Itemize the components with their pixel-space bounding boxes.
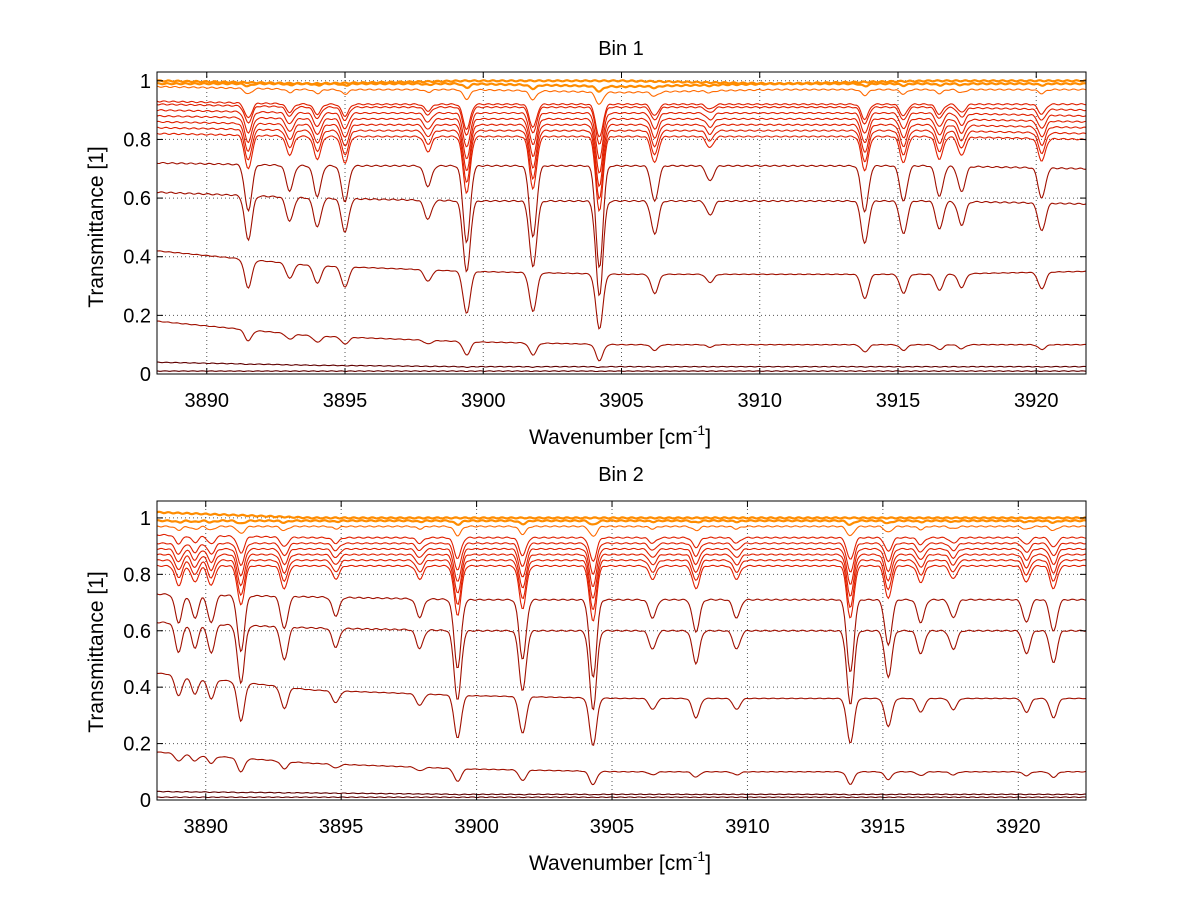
- series-line: [156, 250, 1087, 330]
- x-axis-ticks: 3890 3895 3900 3905 3910 3915 3920: [184, 501, 1041, 838]
- y-tick-label: 1: [140, 508, 151, 530]
- series-line: [156, 161, 1087, 269]
- series-line: [156, 559, 1087, 610]
- y-tick-label: 0.2: [123, 305, 151, 327]
- chart-title: Bin 2: [598, 464, 644, 486]
- plot-frame: [156, 500, 1087, 801]
- y-tick-label: 0.4: [123, 247, 151, 269]
- y-tick-label: 0: [140, 790, 151, 812]
- chart-bin-2: Bin 2 3890 3895 3900 3905 3910 3915 3920 00.20…: [85, 464, 1087, 875]
- y-tick-label: 0.6: [123, 188, 151, 210]
- y-axis-ticks: 0 0.2 0.4 0.6 0.8 1: [123, 508, 1086, 812]
- y-tick-label: 0.6: [123, 621, 151, 643]
- x-tick-label: 3905: [590, 816, 635, 838]
- x-tick-label: 3910: [737, 390, 782, 412]
- series-line: [156, 564, 1087, 622]
- x-tick-label: 3905: [599, 390, 644, 412]
- series-line: [156, 751, 1087, 786]
- x-tick-label: 3900: [454, 816, 499, 838]
- x-tick-label: 3920: [1014, 390, 1059, 412]
- chart-bin-1: Bin 1 3890 3895 3900 3905 3910 3915 3920 00.20…: [85, 38, 1087, 449]
- x-axis-label: Wavenumber [cm-1]: [529, 848, 711, 875]
- y-tick-label: 0: [140, 364, 151, 386]
- series-line: [156, 85, 1087, 105]
- series-line: [156, 553, 1087, 599]
- series-line: [156, 621, 1087, 711]
- y-tick-label: 0.8: [123, 564, 151, 586]
- y-tick-label: 0.2: [123, 734, 151, 756]
- series-line: [156, 790, 1086, 796]
- series-line: [156, 525, 1087, 537]
- series-line: [156, 796, 1087, 799]
- y-tick-label: 1: [140, 71, 151, 93]
- y-axis-ticks: 0 0.2 0.4 0.6 0.8 1: [123, 71, 1086, 386]
- series-line: [156, 132, 1087, 213]
- series-line: [156, 542, 1087, 575]
- series-line: [156, 103, 1087, 145]
- series-line: [156, 100, 1087, 138]
- y-axis-label: Transmittance [1]: [85, 146, 108, 307]
- x-tick-label: 3895: [323, 390, 368, 412]
- y-tick-label: 0.8: [123, 129, 151, 151]
- series-line: [156, 120, 1087, 188]
- series-line: [157, 81, 1087, 93]
- x-axis-label: Wavenumber [cm-1]: [529, 422, 711, 449]
- x-tick-label: 3920: [996, 816, 1041, 838]
- series-line: [156, 191, 1087, 297]
- x-tick-label: 3890: [184, 816, 229, 838]
- x-tick-label: 3915: [861, 816, 906, 838]
- series-line: [156, 114, 1087, 174]
- series-line: [156, 361, 1087, 369]
- series-line: [156, 109, 1087, 160]
- series-line: [156, 533, 1087, 562]
- series-line: [156, 672, 1087, 746]
- series-line: [156, 510, 1087, 520]
- series-line: [156, 519, 1087, 527]
- x-tick-label: 3910: [725, 816, 770, 838]
- series-line: [156, 126, 1087, 201]
- x-axis-ticks: 3890 3895 3900 3905 3910 3915 3920: [185, 72, 1059, 412]
- series-line: [156, 593, 1087, 678]
- chart-title: Bin 1: [598, 38, 644, 60]
- series-line: [156, 547, 1087, 587]
- x-tick-label: 3895: [319, 816, 364, 838]
- series-curves: [156, 79, 1087, 373]
- x-tick-label: 3890: [185, 390, 230, 412]
- y-tick-label: 0.4: [123, 677, 151, 699]
- series-curves: [156, 510, 1087, 799]
- x-tick-label: 3915: [876, 390, 921, 412]
- x-tick-label: 3900: [461, 390, 506, 412]
- series-line: [157, 320, 1086, 362]
- y-axis-label: Transmittance [1]: [85, 571, 108, 732]
